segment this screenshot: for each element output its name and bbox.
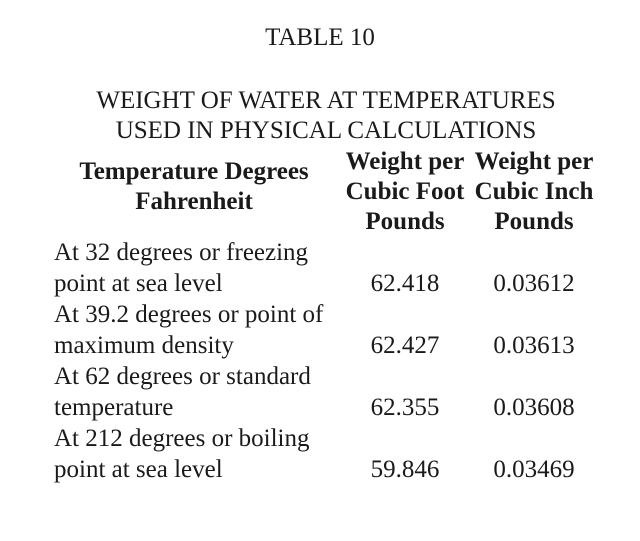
table-row: At 62 degrees or standard temperature 62… [48, 361, 598, 423]
table-title: WEIGHT OF WATER AT TEMPERATURES USED IN … [0, 86, 640, 146]
cell-temperature-line: At 32 degrees or freezing [54, 239, 309, 266]
cell-weight-inch: 0.03613 [493, 332, 575, 359]
cell-temperature-line: maximum density [54, 332, 234, 359]
cell-weight-foot: 59.846 [370, 456, 440, 483]
cell-temperature: At 39.2 degrees or point of maximum dens… [48, 299, 340, 361]
table-body: At 32 degrees or freezing point at sea l… [48, 237, 598, 485]
header-weight-inch-line: Cubic Inch [474, 178, 594, 205]
cell-temperature: At 62 degrees or standard temperature [48, 361, 340, 423]
header-weight-foot: Weight per Cubic Foot Pounds [340, 145, 470, 237]
cell-weight-foot: 62.427 [370, 332, 440, 359]
header-weight-inch-line: Weight per [474, 148, 594, 175]
cell-weight-foot: 62.418 [370, 270, 440, 297]
cell-weight-inch: 0.03612 [493, 270, 575, 297]
cell-temperature-line: point at sea level [54, 270, 223, 297]
cell-weight-foot: 62.355 [370, 394, 440, 421]
table-header: Temperature Degrees Fahrenheit Weight pe… [48, 145, 598, 237]
cell-weight-inch: 0.03469 [493, 456, 575, 483]
header-weight-foot-line: Weight per [345, 148, 465, 175]
header-weight-foot-line: Cubic Foot [345, 178, 465, 205]
cell-temperature-line: At 39.2 degrees or point of [54, 301, 324, 328]
cell-temperature-line: At 62 degrees or standard [54, 363, 311, 390]
header-weight-inch: Weight per Cubic Inch Pounds [470, 145, 598, 237]
header-temperature: Temperature Degrees Fahrenheit [48, 145, 340, 237]
table-row: At 39.2 degrees or point of maximum dens… [48, 299, 598, 361]
header-weight-inch-line: Pounds [494, 208, 574, 235]
header-temperature-line: Temperature Degrees [79, 158, 309, 185]
table-row: At 212 degrees or boiling point at sea l… [48, 423, 598, 485]
water-weight-table: Temperature Degrees Fahrenheit Weight pe… [48, 145, 598, 485]
header-weight-foot-line: Pounds [365, 208, 445, 235]
table-row: At 32 degrees or freezing point at sea l… [48, 237, 598, 299]
table-title-line: USED IN PHYSICAL CALCULATIONS [115, 117, 537, 144]
cell-temperature-line: temperature [54, 394, 174, 421]
cell-temperature: At 32 degrees or freezing point at sea l… [48, 237, 340, 299]
cell-temperature-line: point at sea level [54, 456, 223, 483]
cell-temperature: At 212 degrees or boiling point at sea l… [48, 423, 340, 485]
table-number: TABLE 10 [265, 24, 375, 51]
header-temperature-line: Fahrenheit [135, 188, 253, 215]
cell-temperature-line: At 212 degrees or boiling [54, 425, 310, 452]
cell-weight-inch: 0.03608 [493, 394, 575, 421]
header-row: Temperature Degrees Fahrenheit Weight pe… [48, 145, 598, 237]
table-title-line: WEIGHT OF WATER AT TEMPERATURES [96, 87, 556, 114]
